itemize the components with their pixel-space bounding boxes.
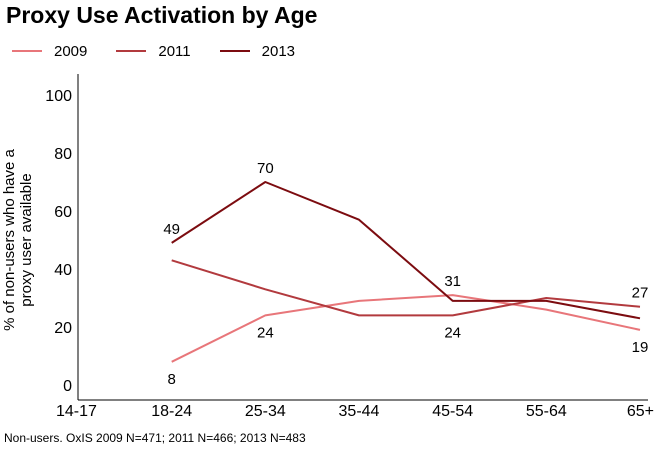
data-label-2013-25-34: 70	[257, 160, 274, 177]
data-label-2011-65+: 27	[632, 285, 649, 302]
x-tick-label: 45-54	[432, 403, 473, 420]
data-label-2009-18-24: 8	[167, 371, 175, 388]
legend-swatch-2013	[219, 49, 250, 53]
y-tick-label: 0	[63, 378, 72, 395]
series-line-2011	[171, 259, 641, 317]
y-axis-label-line-1: % of non-users who have a	[1, 148, 18, 330]
legend-swatch-2011	[116, 49, 147, 53]
legend-label-2009: 2009	[54, 42, 88, 60]
x-tick-label: 65+	[627, 403, 654, 420]
y-tick-label: 100	[45, 88, 72, 105]
legend-swatch-2009	[12, 49, 42, 53]
y-tick-label: 20	[54, 320, 72, 337]
data-label-2013-18-24: 49	[163, 221, 180, 238]
data-labels: 49 70 31 27 8 24 24 19	[163, 160, 648, 388]
legend: 2009 2011 2013	[12, 41, 324, 61]
series-line-2009	[171, 294, 641, 363]
x-tick-label: 25-34	[245, 403, 286, 420]
y-tick-label: 80	[54, 146, 72, 163]
x-tick-label: 18-24	[151, 403, 192, 420]
chart-title: Proxy Use Activation by Age	[6, 2, 318, 28]
legend-item-2013: 2013	[219, 42, 296, 60]
x-tick-label: 14-17	[56, 403, 97, 420]
y-axis-label-line-2: proxy user available	[18, 173, 35, 306]
chart-axes	[77, 74, 648, 401]
y-tick-label: 60	[54, 204, 72, 221]
legend-item-2011: 2011	[116, 42, 191, 60]
legend-label-2013: 2013	[261, 42, 296, 60]
x-tick-label: 35-44	[339, 403, 380, 420]
legend-label-2011: 2011	[158, 42, 191, 60]
x-tick-labels: 14-17 18-24 25-34 35-44 45-54 55-64 65+	[56, 403, 654, 420]
legend-item-2009: 2009	[12, 43, 87, 60]
series-lines	[171, 181, 641, 363]
y-tick-label: 40	[54, 262, 72, 279]
y-tick-labels: 0 20 40 60 80 100	[45, 88, 72, 395]
data-label-2009-65+: 19	[632, 339, 649, 356]
series-line-2013	[171, 181, 641, 320]
footnote: Non-users. OxIS 2009 N=471; 2011 N=466; …	[4, 431, 306, 445]
x-tick-label: 55-64	[526, 403, 567, 420]
data-label-2009-25-34: 24	[257, 324, 274, 341]
data-label-2009-45-54: 31	[444, 273, 461, 290]
data-label-2011-45-54: 24	[444, 324, 461, 341]
